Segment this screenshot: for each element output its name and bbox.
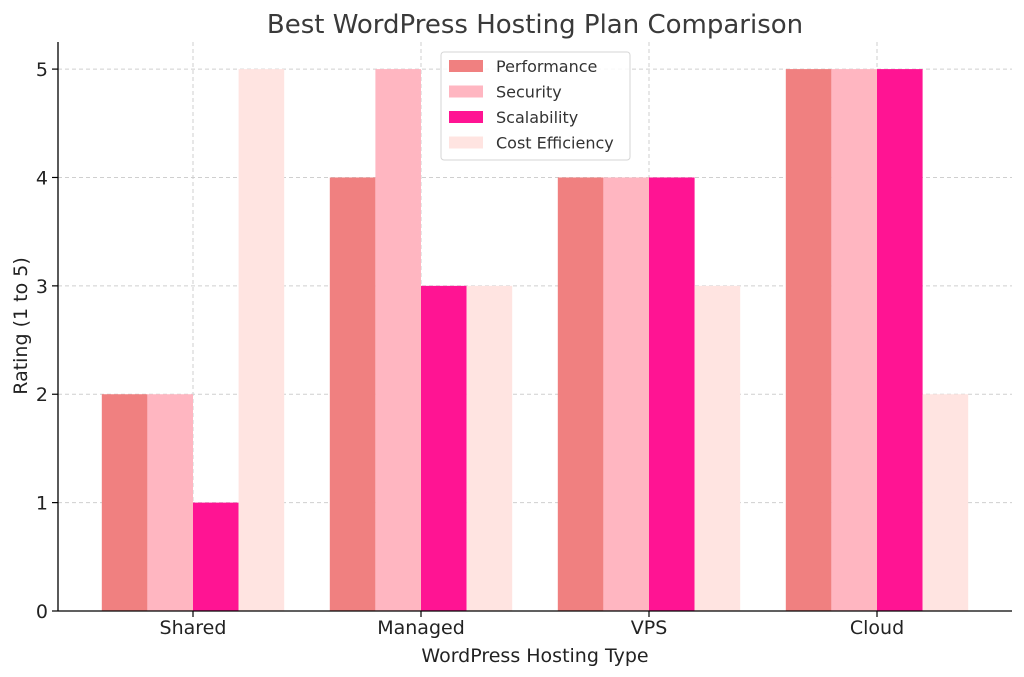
legend-swatch [449,60,483,72]
bar-security-shared [147,394,193,611]
bar-cost-efficiency-shared [238,69,285,612]
bar-security-managed [375,69,421,612]
bar-performance-vps [557,177,604,611]
y-tick-label: 0 [36,601,48,623]
legend-label: Security [496,83,562,102]
bar-performance-managed [329,177,376,611]
legend: Performance Security Scalability Cost Effic… [440,51,631,161]
legend-label: Cost Efficiency [496,134,614,153]
bar-cost-efficiency-cloud [922,394,969,611]
y-tick-label: 5 [36,59,48,81]
legend-box [440,51,631,161]
bars-layer [101,69,969,612]
legend-swatch [449,111,483,123]
x-tick-label: Managed [377,617,465,639]
bar-scalability-managed [421,285,467,611]
y-tick-label: 4 [36,167,48,189]
y-tick-label: 3 [36,276,48,298]
bar-security-cloud [831,69,877,612]
bar-scalability-cloud [877,69,923,612]
x-tick-label: VPS [631,617,668,639]
x-axis-label: WordPress Hosting Type [421,645,648,667]
y-axis-label: Rating (1 to 5) [10,257,32,394]
y-tick-label: 1 [36,493,48,515]
axes-spines [57,42,1012,612]
bar-performance-shared [101,394,148,611]
bar-scalability-shared [193,502,239,611]
ticks-layer: 0 1 2 3 4 5 Shared Managed VPS Cloud [36,59,904,639]
legend-swatch [449,136,483,149]
legend-label: Performance [496,57,597,76]
bar-scalability-vps [649,177,695,611]
legend-swatch [449,85,483,98]
y-tick-label: 2 [36,384,48,406]
bar-cost-efficiency-vps [694,285,741,611]
bar-performance-cloud [785,69,832,612]
legend-label: Scalability [496,108,578,127]
x-tick-label: Cloud [850,617,904,639]
bar-security-vps [603,177,649,611]
chart-title: Best WordPress Hosting Plan Comparison [267,10,803,40]
bar-cost-efficiency-managed [466,285,513,611]
x-tick-label: Shared [160,617,227,639]
